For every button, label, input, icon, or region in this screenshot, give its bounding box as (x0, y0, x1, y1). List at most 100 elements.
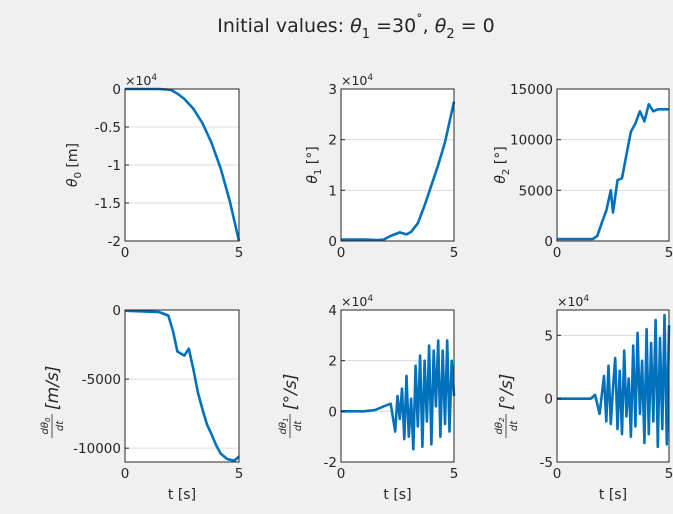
x-tick-label: 0 (553, 245, 562, 261)
y-label-unit: [°] (305, 146, 321, 168)
y-axis-label: θ1 [°] (305, 146, 324, 183)
y-label-numerator: dθ0 (40, 417, 52, 434)
y-label-unit: [°/s] (497, 374, 517, 410)
y-axis-label: θ2 [°] (493, 146, 512, 183)
x-tick-label: 5 (235, 245, 244, 261)
x-tick-label: 5 (450, 245, 459, 261)
y-axis-label: θ0 [m] (65, 143, 84, 187)
y-label-numerator: dθ1 (278, 418, 290, 435)
series-line (125, 87, 241, 242)
exponent-label: ×104 (341, 73, 373, 88)
y-tick-label: -10000 (73, 441, 121, 457)
y-tick-label: 0 (112, 303, 121, 319)
y-label-denominator: dt (293, 420, 304, 431)
series-line (341, 101, 456, 242)
axes-2: 0 1 2 3 0 5 ×104 θ1 [°] (305, 73, 458, 261)
y-label-symbol: θ (493, 175, 509, 184)
y-tick-label: 5000 (519, 183, 553, 199)
exponent-label: ×104 (125, 73, 157, 88)
y-tick-label: -1 (108, 158, 121, 174)
exponent-base: ×10 (125, 73, 151, 88)
series-line (557, 313, 671, 449)
exponent-label: ×104 (557, 294, 589, 309)
axes-box (124, 309, 240, 463)
exponent-base: ×10 (341, 73, 367, 88)
exponent-base: ×10 (557, 294, 583, 309)
x-axis-label: t [s] (599, 487, 627, 503)
y-tick-label: -5 (540, 455, 553, 471)
x-axis-label: t [s] (168, 487, 196, 503)
exponent-base: ×10 (341, 294, 367, 309)
x-tick-label: 5 (665, 466, 673, 482)
y-label-unit: [°] (493, 146, 509, 168)
axes-box (556, 88, 670, 242)
axes-box (340, 309, 455, 463)
title-sub-1: 1 (362, 27, 370, 42)
y-tick-label: 10000 (510, 133, 553, 149)
y-label-unit: [m] (65, 143, 81, 172)
y-tick-label: 3 (328, 82, 337, 98)
plot-area (341, 89, 454, 241)
figure-title: Initial values: θ1 =30˚, θ2 = 0 (217, 13, 495, 42)
y-label-num-sub: 1 (282, 418, 290, 422)
x-tick-label: 0 (337, 466, 346, 482)
y-tick-label: -2 (324, 455, 337, 471)
x-tick-label: 0 (553, 466, 562, 482)
title-theta-1: θ (350, 15, 362, 37)
y-label-symbol: θ (305, 175, 321, 184)
x-axis-label: t [s] (383, 487, 411, 503)
exponent-power: 4 (367, 294, 373, 304)
y-tick-label: -2 (108, 234, 121, 250)
y-tick-label: 0 (544, 392, 553, 408)
y-label-num-text: dθ (494, 422, 505, 434)
series-line (341, 339, 456, 451)
x-tick-label: 0 (121, 245, 130, 261)
y-label-num-text: dθ (40, 422, 51, 434)
y-label-numerator: dθ2 (494, 417, 506, 434)
x-tick-label: 0 (121, 466, 130, 482)
title-theta-2: θ (435, 15, 447, 37)
x-tick-label: 5 (235, 466, 244, 482)
y-tick-label: 1 (328, 183, 337, 199)
title-comma: , (423, 15, 435, 37)
title-mid: =30 (370, 15, 416, 37)
axes-box (556, 309, 670, 463)
x-tick-label: 5 (450, 466, 459, 482)
y-label-unit: [m/s] (43, 366, 63, 410)
x-tick-label: 5 (665, 245, 673, 261)
plot-area (125, 310, 239, 462)
y-label-num-sub: 0 (44, 417, 52, 422)
y-tick-label: 0 (328, 404, 337, 420)
axes-3: 0 5000 10000 15000 0 5 θ2 [°] (493, 82, 673, 261)
exponent-power: 4 (583, 294, 589, 304)
y-label-denominator: dt (509, 420, 520, 431)
y-tick-label: 0 (544, 234, 553, 250)
title-degree: ˚ (416, 13, 423, 29)
series-line (557, 102, 669, 241)
y-label-unit: [°/s] (281, 374, 301, 410)
y-label-denominator: dt (55, 420, 66, 431)
y-tick-label: 4 (328, 303, 337, 319)
title-sub-2: 2 (446, 27, 454, 42)
x-tick-label: 0 (337, 245, 346, 261)
exponent-power: 4 (367, 73, 373, 83)
y-label-subscript: 1 (313, 169, 324, 175)
y-tick-label: 5 (544, 328, 553, 344)
y-tick-label: 0 (112, 82, 121, 98)
y-tick-label: 2 (328, 354, 337, 370)
exponent-power: 4 (151, 73, 157, 83)
y-tick-label: -0.5 (95, 120, 121, 136)
axes-box (340, 88, 455, 242)
y-tick-label: -1.5 (95, 196, 121, 212)
plot-area (557, 89, 669, 241)
title-lead: Initial values: (217, 15, 350, 37)
y-label-subscript: 0 (73, 172, 84, 178)
series-line (124, 309, 240, 462)
